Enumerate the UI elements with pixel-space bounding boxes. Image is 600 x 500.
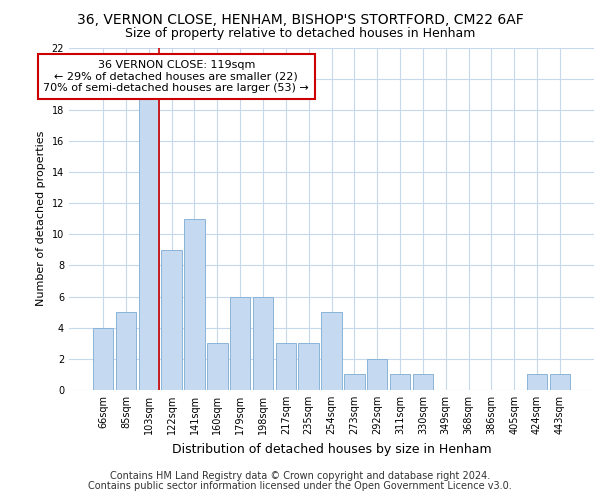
Bar — [139, 94, 159, 390]
Bar — [527, 374, 547, 390]
X-axis label: Distribution of detached houses by size in Henham: Distribution of detached houses by size … — [172, 442, 491, 456]
Text: Contains HM Land Registry data © Crown copyright and database right 2024.: Contains HM Land Registry data © Crown c… — [110, 471, 490, 481]
Bar — [207, 344, 227, 390]
Text: 36, VERNON CLOSE, HENHAM, BISHOP'S STORTFORD, CM22 6AF: 36, VERNON CLOSE, HENHAM, BISHOP'S STORT… — [77, 12, 523, 26]
Bar — [413, 374, 433, 390]
Bar — [161, 250, 182, 390]
Text: Size of property relative to detached houses in Henham: Size of property relative to detached ho… — [125, 28, 475, 40]
Bar — [93, 328, 113, 390]
Y-axis label: Number of detached properties: Number of detached properties — [36, 131, 46, 306]
Text: Contains public sector information licensed under the Open Government Licence v3: Contains public sector information licen… — [88, 481, 512, 491]
Bar — [116, 312, 136, 390]
Bar — [298, 344, 319, 390]
Bar — [321, 312, 342, 390]
Bar — [367, 359, 388, 390]
Bar — [275, 344, 296, 390]
Bar — [253, 296, 273, 390]
Bar — [344, 374, 365, 390]
Bar — [550, 374, 570, 390]
Bar — [390, 374, 410, 390]
Bar — [184, 219, 205, 390]
Text: 36 VERNON CLOSE: 119sqm
← 29% of detached houses are smaller (22)
70% of semi-de: 36 VERNON CLOSE: 119sqm ← 29% of detache… — [43, 60, 309, 93]
Bar — [230, 296, 250, 390]
